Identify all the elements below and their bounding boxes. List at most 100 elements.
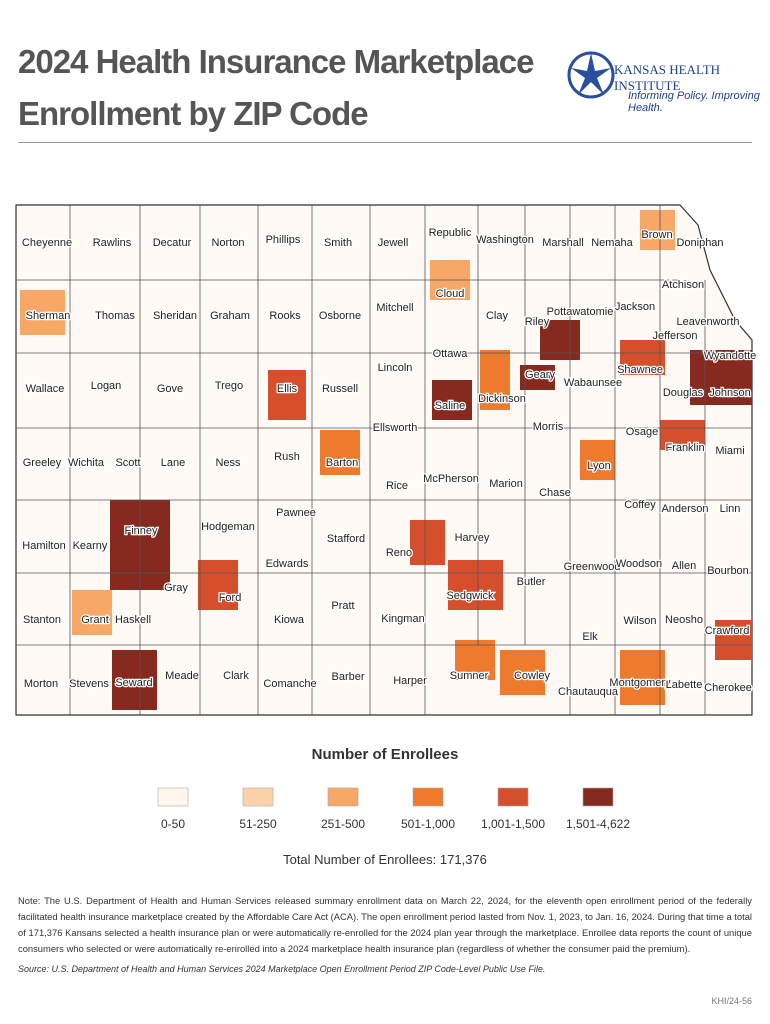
county-label: Thomas [95,310,135,322]
county-label: Anderson [661,503,708,515]
county-label: Stevens [69,678,109,690]
county-label: Lane [161,457,185,469]
county-label: Russell [322,383,358,395]
area [320,430,360,475]
county-label: Geary [525,369,555,381]
area [500,650,545,695]
county-label: Cowley [514,670,551,682]
county-label: Meade [165,670,199,682]
county-label: Wallace [26,383,65,395]
area [620,650,665,705]
county-label: Barton [326,457,358,469]
county-label: Cheyenne [22,237,72,249]
county-label: Finney [124,525,158,537]
county-label: Sheridan [153,310,197,322]
county-label: Ford [219,592,242,604]
county-label: Morris [533,421,564,433]
county-label: Allen [672,560,696,572]
area [520,365,555,390]
county-label: Jewell [378,237,409,249]
kansas-map: Cheyenne Rawlins Decatur Norton Phillips Smit… [15,204,758,716]
area [580,440,615,480]
area [660,420,705,450]
county-label: McPherson [423,473,479,485]
area [410,520,445,565]
area [198,560,238,610]
county-label: Logan [91,380,122,392]
county-label: Washington [476,234,534,246]
area [455,640,495,680]
county-label: Clark [223,670,249,682]
county-label: Marion [489,478,523,490]
county-label: Norton [211,237,244,249]
county-label: Kearny [73,540,108,552]
county-label: Sherman [26,310,71,322]
area [715,620,752,660]
county-label: Douglas [663,387,704,399]
title-line: Enrollment by ZIP Code [18,95,369,132]
county-label: Wichita [68,457,105,469]
county-label: Miami [715,445,744,457]
county-label: Decatur [153,237,192,249]
legend: 0-50 51-250 251-500 501-1,000 1,001-1,500 1,5… [157,787,630,831]
county-label: Chautauqua [558,686,619,698]
county-label: Kiowa [274,614,305,626]
county-label: Montgomery [609,677,671,689]
county-label: Rush [274,451,300,463]
county-label: Harper [393,675,427,687]
county-label: Comanche [263,678,316,690]
county-label: Saline [435,400,466,412]
county-label: Rawlins [93,237,132,249]
county-label: Wilson [623,615,656,627]
legend-swatch [242,787,274,807]
county-label: Riley [525,316,550,328]
county-label: Jackson [615,301,655,313]
county-label: Dickinson [478,393,526,405]
doc-id: KHI/24-56 [711,996,752,1006]
county-label: Osage [626,426,658,438]
county-label: Morton [24,678,58,690]
legend-swatch [157,787,189,807]
title-line: 2024 Health Insurance Marketplace [18,43,534,80]
title: 2024 Health Insurance Marketplace Enrollm… [18,36,534,140]
county-label: Smith [324,237,352,249]
county-label: Ness [215,457,241,469]
org-name: KANSAS HEALTH INSTITUTE [614,62,721,93]
county-label: Harvey [455,532,490,544]
county-label: Cherokee [704,682,752,694]
county-label: Johnson [709,387,751,399]
county-label: Lyon [587,460,610,472]
logo-star [571,53,611,95]
county-label: Lincoln [378,362,413,374]
county-label: Rice [386,480,408,492]
county-label: Trego [215,380,243,392]
org-tagline: Informing Policy. Improving Health. [628,90,760,114]
county-label: Linn [720,503,741,515]
county-label: Republic [429,227,472,239]
county-label: Wyandotte [704,350,757,362]
county-label: Haskell [115,614,151,626]
county-label: Gove [157,383,183,395]
county-label: Leavenworth [677,316,740,328]
county-label: Barber [331,671,364,683]
county-label: Jefferson [652,330,697,342]
county-labels: Cheyenne Rawlins Decatur Norton Phillips Smit… [21,226,758,700]
county-label: Bourbon [707,565,749,577]
county-label: Rooks [269,310,301,322]
area [448,560,503,610]
county-label: Phillips [266,234,301,246]
county-label: Marshall [542,237,584,249]
area [268,370,306,420]
county-label: Stanton [23,614,61,626]
county-label: Ottawa [433,348,469,360]
area [480,350,510,410]
area [20,290,65,335]
county-label: Atchison [662,279,704,291]
legend-swatch [412,787,444,807]
county-label: Ellsworth [373,422,418,434]
county-label: Gray [164,582,188,594]
county-label: Coffey [624,499,656,511]
county-label: Butler [517,576,546,588]
